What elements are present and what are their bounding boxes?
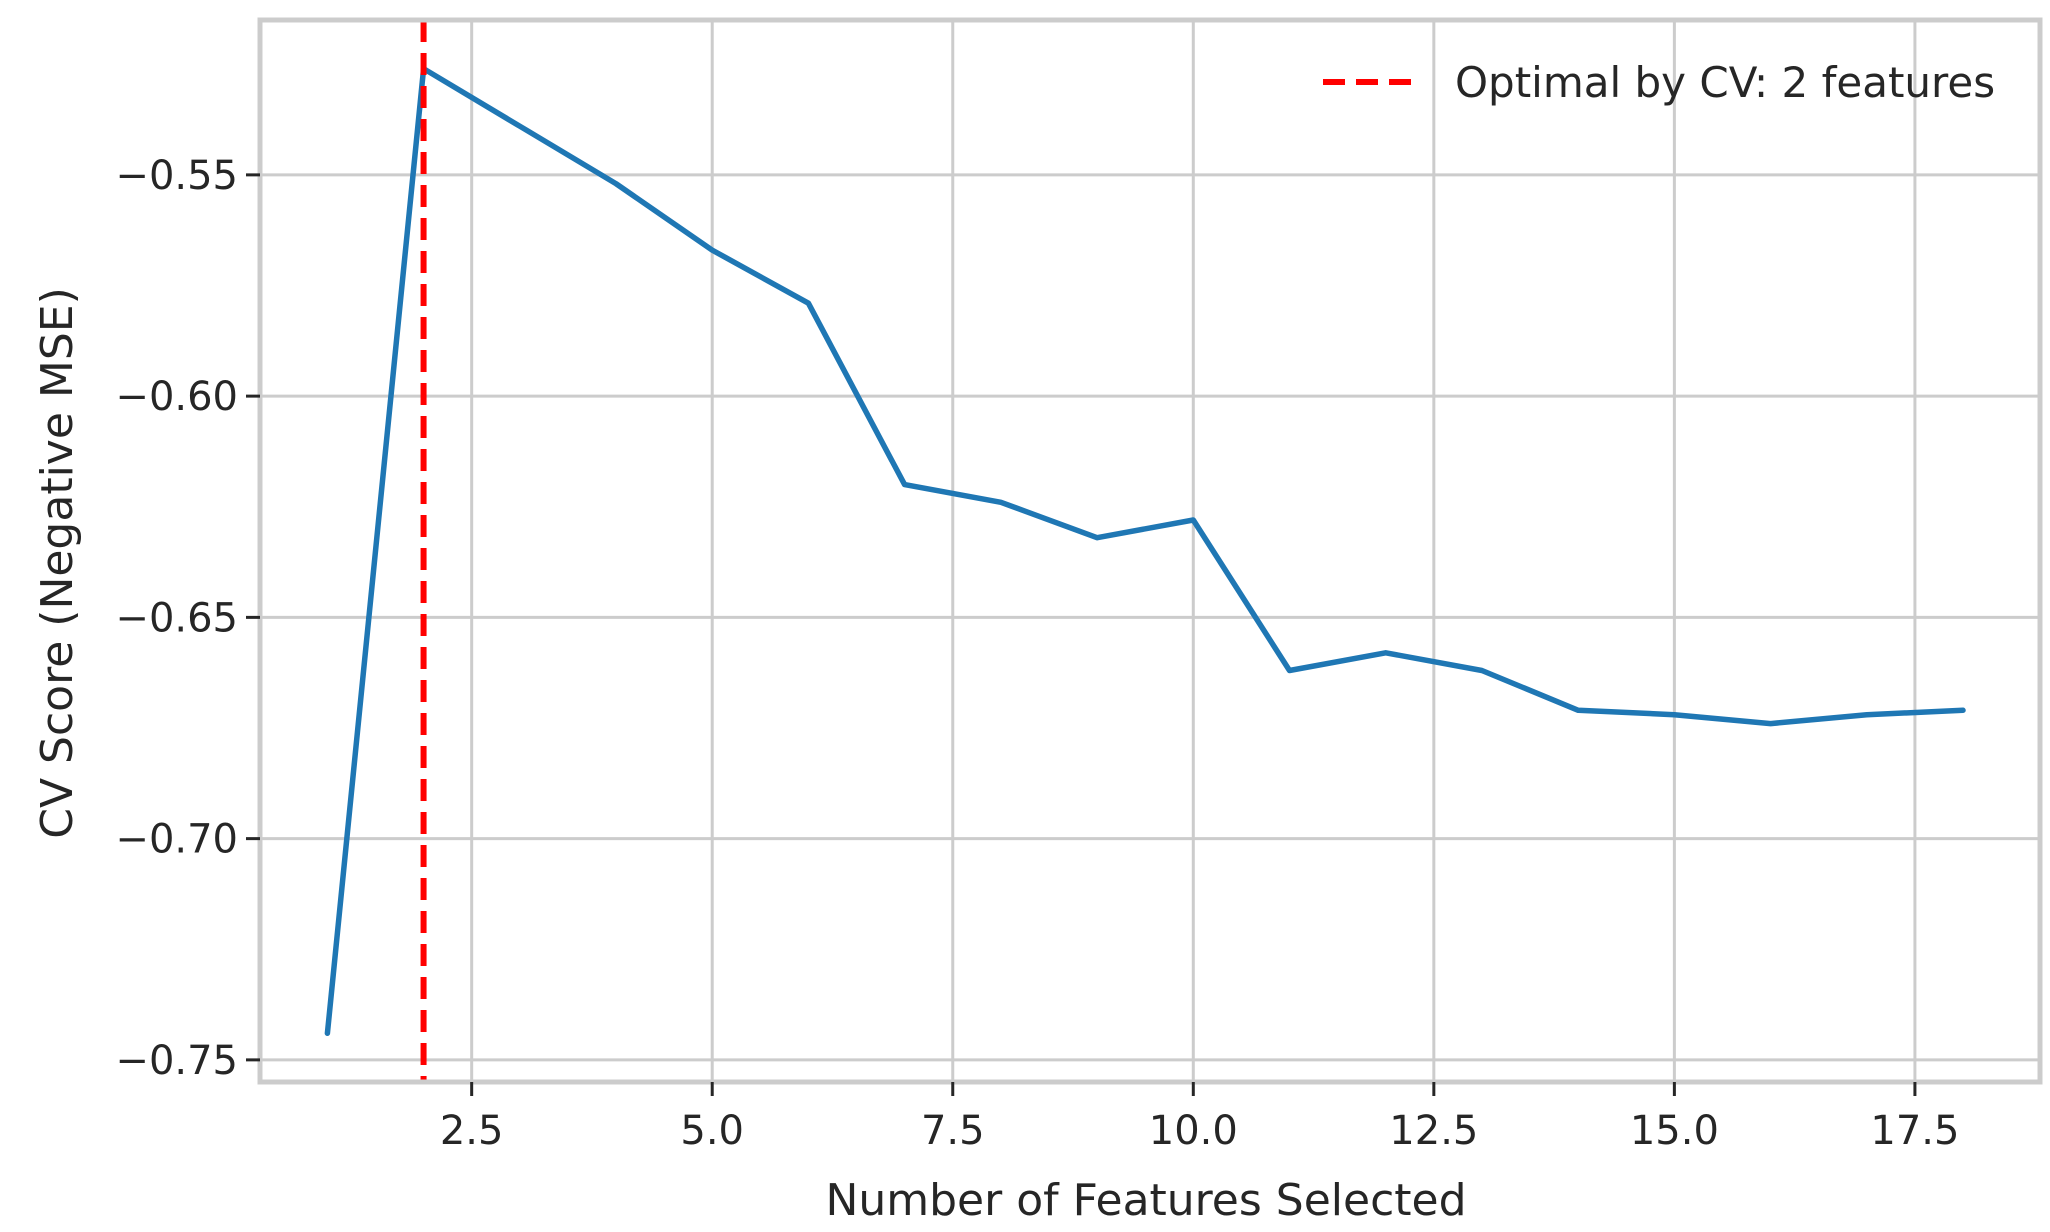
x-tick-label: 15.0 xyxy=(1630,1108,1719,1154)
x-tick-label: 2.5 xyxy=(440,1108,504,1154)
y-axis-label: CV Score (Negative MSE) xyxy=(32,287,83,839)
x-tick-label: 12.5 xyxy=(1389,1108,1478,1154)
y-tick-label: −0.70 xyxy=(115,817,238,863)
y-tick-label: −0.65 xyxy=(115,595,238,641)
y-ticks: −0.55 −0.60 −0.65 −0.70 −0.75 xyxy=(115,153,260,1084)
legend: Optimal by CV: 2 features xyxy=(1323,58,1995,107)
y-tick-label: −0.55 xyxy=(115,153,238,199)
x-ticks: 2.5 5.0 7.5 10.0 12.5 15.0 17.5 xyxy=(440,1082,1959,1154)
y-tick-label: −0.60 xyxy=(115,374,238,420)
cv-score-line xyxy=(324,65,1966,1037)
x-tick-label: 17.5 xyxy=(1870,1108,1959,1154)
x-tick-label: 7.5 xyxy=(921,1108,985,1154)
series-layer xyxy=(324,65,1966,1037)
plot-frame xyxy=(257,17,2043,1085)
y-grid-lines xyxy=(260,173,2040,1062)
x-axis-label: Number of Features Selected xyxy=(825,1175,1466,1226)
x-grid-lines xyxy=(470,20,1917,1082)
legend-label-optimal: Optimal by CV: 2 features xyxy=(1455,58,1995,107)
y-tick-label: −0.75 xyxy=(115,1038,238,1084)
x-tick-label: 10.0 xyxy=(1149,1108,1238,1154)
x-tick-label: 5.0 xyxy=(680,1108,744,1154)
